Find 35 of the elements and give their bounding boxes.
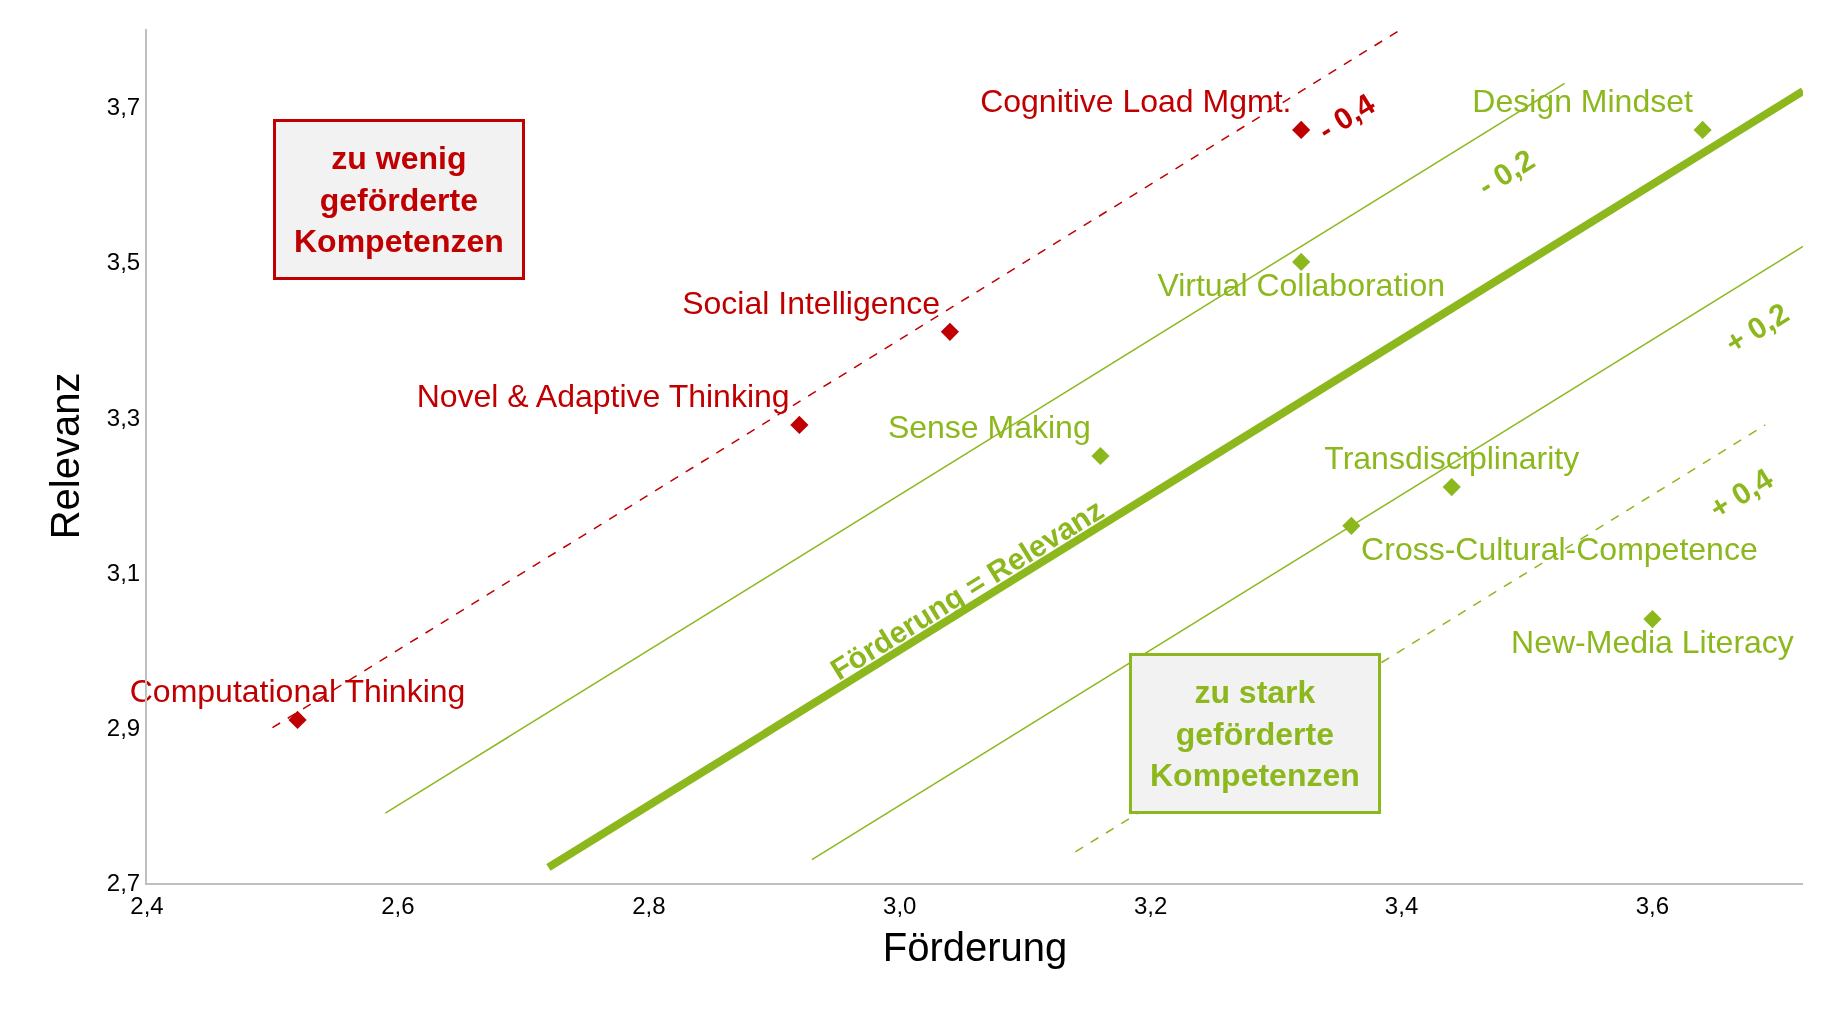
x-tick-label: 3,6 <box>1635 891 1670 919</box>
y-tick-label: 3,1 <box>106 558 141 586</box>
y-tick-label: 2,9 <box>106 714 141 742</box>
text: + 0,2 <box>1719 295 1795 360</box>
series-label: Cognitive Load Mgmt. <box>980 83 1292 120</box>
series-label: Social Intelligence <box>682 285 941 322</box>
y-tick-label: 3,7 <box>106 93 141 121</box>
series-label: Cross-Cultural-Competence <box>1361 530 1758 567</box>
point <box>940 322 960 341</box>
point <box>1643 609 1662 629</box>
y-tick-label: 3,5 <box>106 248 141 276</box>
series-label: Computational Thinking <box>129 673 466 710</box>
text: + 0,4 <box>1703 461 1779 526</box>
series-label: Virtual Collaboration <box>1157 266 1445 303</box>
series-label: Novel & Adaptive Thinking <box>416 378 790 415</box>
x-tick-label: 2,8 <box>632 891 666 919</box>
annotation: zu wenig geförderte Kompetenzen <box>294 140 504 260</box>
point <box>1442 477 1461 497</box>
text: - 0,2 <box>1471 142 1541 203</box>
point <box>288 710 307 730</box>
x-tick-label: 3,0 <box>883 891 917 919</box>
text: - 0,4 <box>1312 86 1381 147</box>
y-axis-title: Relevanz <box>42 372 87 540</box>
point <box>1693 120 1712 140</box>
series-label: New-Media Literacy <box>1511 623 1794 660</box>
x-tick-label: 2,6 <box>381 891 415 919</box>
y-tick-label: 3,3 <box>106 403 141 431</box>
x-axis-title: Förderung <box>882 924 1068 969</box>
annotation: zu stark geförderte Kompetenzen <box>1150 674 1360 794</box>
point <box>1292 120 1311 140</box>
point <box>1091 446 1110 466</box>
x-tick-label: 3,4 <box>1384 891 1419 919</box>
point <box>1292 252 1311 272</box>
point <box>790 415 809 435</box>
x-tick-label: 3,2 <box>1133 891 1168 919</box>
